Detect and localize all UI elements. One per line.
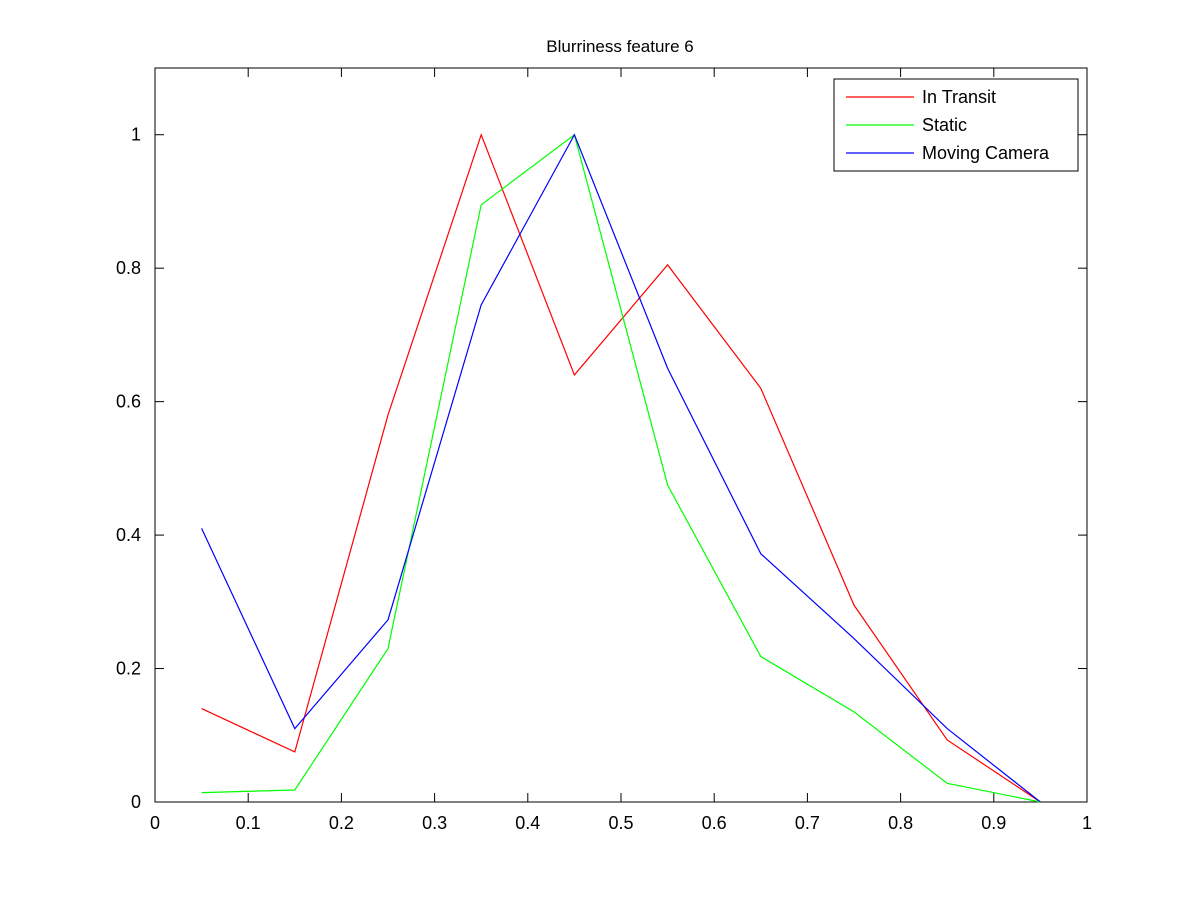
- legend: In Transit Static Moving Camera: [833, 78, 1079, 172]
- series-layer: [201, 132, 1041, 803]
- x-tick-label: 0.1: [236, 813, 261, 833]
- x-tick-label: 0.5: [608, 813, 633, 833]
- x-tick-label: 0.4: [515, 813, 540, 833]
- series-line-moving-camera: [201, 133, 1041, 803]
- chart-title: Blurriness feature 6: [546, 37, 693, 56]
- x-tick-label: 0.2: [329, 813, 354, 833]
- x-tick-label: 0.8: [888, 813, 913, 833]
- y-tick-label: 0.8: [116, 258, 141, 278]
- y-tick-label: 1: [131, 125, 141, 145]
- series-line-static: [201, 133, 1041, 803]
- series-line-in-transit: [201, 132, 1041, 803]
- legend-label-in-transit: In Transit: [922, 87, 996, 107]
- x-tick-label: 0.9: [981, 813, 1006, 833]
- y-tick-label: 0.4: [116, 525, 141, 545]
- legend-label-moving-camera: Moving Camera: [922, 143, 1050, 163]
- x-tick-label: 0.7: [795, 813, 820, 833]
- x-tick-label: 1: [1082, 813, 1092, 833]
- y-axis: 0 0.2 0.4 0.6 0.8 1: [116, 125, 1087, 812]
- x-tick-label: 0.6: [702, 813, 727, 833]
- y-tick-label: 0: [131, 792, 141, 812]
- y-tick-label: 0.6: [116, 392, 141, 412]
- x-tick-label: 0: [150, 813, 160, 833]
- legend-label-static: Static: [922, 115, 967, 135]
- x-tick-label: 0.3: [422, 813, 447, 833]
- x-axis: 0 0.1 0.2 0.3 0.4 0.5 0.6 0.7 0.8 0.9 1: [150, 68, 1092, 833]
- y-tick-label: 0.2: [116, 659, 141, 679]
